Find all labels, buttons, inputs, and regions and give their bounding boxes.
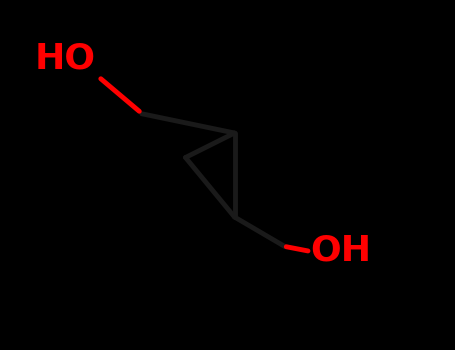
Text: OH: OH	[310, 234, 371, 268]
Text: HO: HO	[35, 41, 96, 75]
